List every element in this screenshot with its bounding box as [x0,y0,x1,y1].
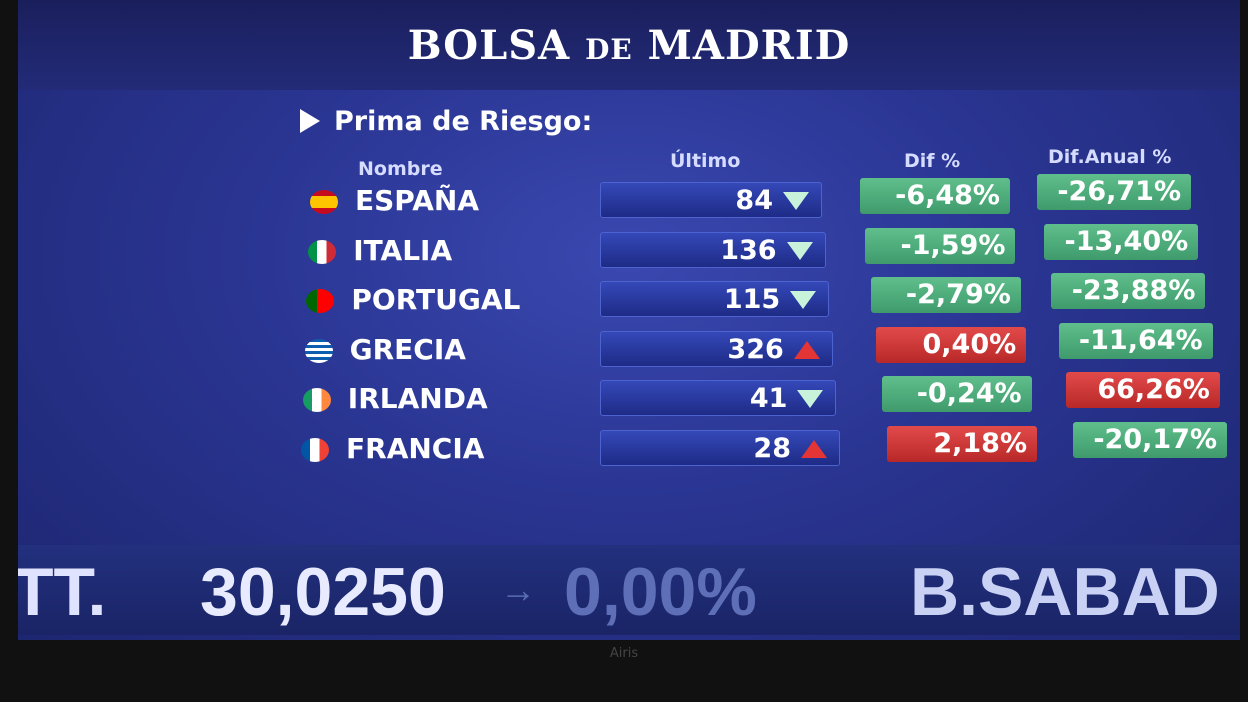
flag [301,437,329,462]
title: BOLSA DE MADRID [18,22,1240,69]
last-value-cell: 41 [600,380,837,416]
trend-arrow [783,192,809,210]
title-word: BOLSA [407,22,571,69]
annual-dif-cell: -20,17% [1073,421,1227,458]
last-value-cell: 136 [600,231,826,268]
title-bar [18,0,1240,90]
column-header: Nombre [358,158,443,180]
last-value-cell: 84 [600,182,822,218]
annual-dif-cell: -23,88% [1051,273,1206,309]
annual-dif-cell: 66,26% [1065,372,1220,408]
last-value-cell: 326 [600,330,833,367]
flag [306,289,335,313]
screen: BOLSA DE MADRID Prima de Riesgo: Nombre … [18,0,1240,640]
country-name: GRECIA [349,332,466,366]
title-word: DE [585,33,633,66]
country-name: FRANCIA [346,431,485,465]
brand: Airis [609,646,639,661]
trend-arrow [793,340,820,359]
ticker-text: 30,0250 [200,554,446,630]
title-word: MADRID [647,22,851,69]
dif-cell: -2,79% [870,277,1021,313]
trend-arrow [797,390,824,408]
annual-dif-cell: -26,71% [1037,174,1191,210]
country-name: IRLANDA [347,382,488,415]
last-value: 115 [723,284,781,315]
country-name: ITALIA [353,233,453,267]
flag [308,239,337,264]
last-value-cell: 115 [600,281,830,317]
last-value: 326 [727,333,784,365]
ticker-text: 0,00% [564,554,757,630]
last-value: 28 [753,432,791,464]
dif-cell: -0,24% [881,376,1032,412]
section-title: Prima de Riesgo: [300,106,592,137]
flag [304,338,333,363]
last-value: 84 [735,185,773,216]
last-value: 136 [720,234,777,266]
dif-cell: -6,48% [860,178,1010,214]
annual-dif-cell: -11,64% [1058,322,1213,359]
dif-cell: 2,18% [887,425,1037,462]
annual-dif-cell: -13,40% [1044,223,1199,260]
dif-cell: -1,59% [865,227,1016,264]
trend-arrow [801,439,827,458]
ticker: TT. 30,0250 → 0,00% B.SABAD [18,545,1240,635]
trend-arrow [786,241,813,260]
column-header: Dif.Anual % [1048,146,1172,168]
last-value-cell: 28 [600,429,840,466]
dif-cell: 0,40% [876,326,1027,363]
ticker-text: B.SABAD [910,554,1220,630]
trend-arrow [790,291,817,309]
flag [310,190,338,214]
column-header: Último [670,150,741,172]
column-header: Dif % [904,150,961,172]
last-value: 41 [749,383,788,414]
country-name: ESPAÑA [355,184,480,217]
ticker-arrow: → [500,569,536,610]
ticker-text: TT. [18,554,107,630]
country-name: PORTUGAL [351,283,521,316]
flag [302,388,331,412]
